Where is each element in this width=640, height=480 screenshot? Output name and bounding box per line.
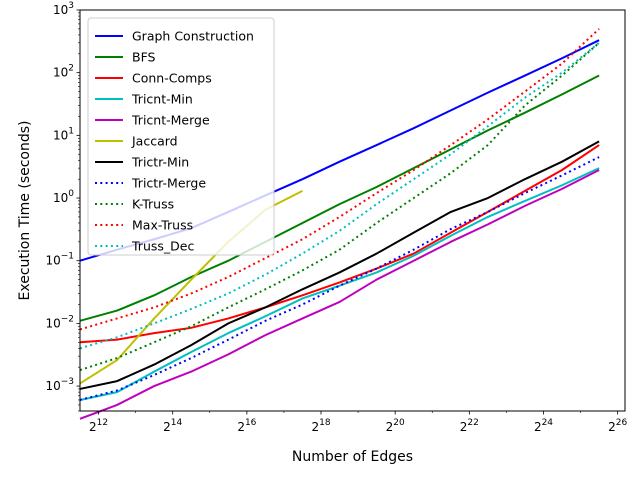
x-tick-label: 218 (311, 418, 330, 434)
x-tick-label: 224 (534, 418, 553, 434)
y-tick-label: 10−3 (45, 377, 74, 393)
x-tick-label: 216 (237, 418, 256, 434)
series-line-truss-dec (79, 41, 600, 350)
series-line-tricnt-min (79, 167, 600, 401)
x-tick-label: 212 (89, 418, 108, 434)
series-line-conn-comps (79, 144, 600, 344)
y-axis: 10−3 10−2 10−1 100 101 102 103 (45, 1, 80, 412)
legend-item-label: Trictr-Min (131, 155, 189, 170)
legend-item-label: Truss_Dec (131, 239, 194, 254)
series-line-k-truss (79, 42, 600, 372)
y-tick-label: 101 (53, 126, 74, 142)
y-tick-label: 102 (53, 64, 74, 80)
legend-item-label: Conn-Comps (132, 71, 212, 86)
legend: Graph Construction BFS Conn-Comps Tricnt-Mi… (87, 17, 275, 256)
x-tick-label: 226 (608, 418, 627, 434)
legend-item-label: Tricnt-Min (131, 92, 193, 107)
x-axis-label: Number of Edges (292, 449, 413, 465)
legend-item-label: Max-Truss (132, 218, 193, 233)
x-tick-label: 220 (386, 418, 405, 434)
y-tick-label: 100 (53, 189, 74, 205)
x-axis: 212 214 216 218 220 222 224 226 (89, 411, 627, 434)
legend-box (87, 17, 275, 256)
legend-item-label: Jaccard (131, 134, 178, 149)
legend-item-label: Graph Construction (132, 29, 254, 44)
legend-item-label: K-Truss (132, 197, 174, 212)
x-tick-label: 222 (460, 418, 479, 434)
plot-frame (79, 9, 626, 412)
legend-item-label: Trictr-Merge (131, 176, 206, 191)
legend-item-label: Tricnt-Merge (131, 113, 210, 128)
y-tick-label: 10−2 (45, 314, 74, 330)
y-tick-label: 10−1 (45, 252, 74, 268)
series-line-trictr-merge (79, 156, 600, 401)
series-line-trictr-min (79, 140, 600, 390)
y-axis-label: Execution Time (seconds) (17, 120, 33, 300)
series-line-tricnt-merge (79, 169, 600, 420)
series-lines (79, 28, 600, 420)
series-line-max-truss (79, 28, 600, 331)
y-tick-label: 103 (53, 1, 74, 17)
x-tick-label: 214 (163, 418, 182, 434)
legend-item-label: BFS (132, 50, 156, 65)
